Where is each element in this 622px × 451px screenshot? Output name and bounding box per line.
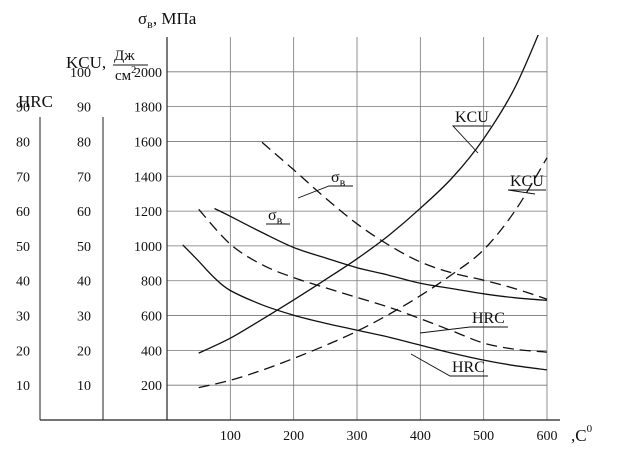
hrc-axis-title: HRC [18,92,53,111]
kcu-tick-label: 20 [77,344,91,359]
hrc-tick-label: 10 [16,379,30,394]
series-label: σв [268,207,283,227]
series-label: KCU [510,173,544,190]
series-line-в-solid [214,207,548,302]
series-line-kcu-solid [198,35,539,354]
x-tick-label: 600 [537,429,558,444]
hrc-tick-label: 70 [16,170,30,185]
hrc-tick-label: 90 [16,101,30,116]
kcu-tick-label: 70 [77,170,91,185]
series-line-в-dashed [261,141,548,300]
series-label: HRC [452,359,485,376]
series-label-leader [410,353,488,377]
axes [39,37,560,421]
sigma-tick-label: 1400 [134,170,162,185]
series-line-hrc-solid [182,244,548,371]
x-tick-label: 400 [410,429,431,444]
sigma-tick-label: 1600 [134,135,162,150]
kcu-tick-label: 60 [77,205,91,220]
hrc-tick-label: 50 [16,240,30,255]
hrc-tick-label: 20 [16,344,30,359]
kcu-axis-title: KCU, [66,53,106,72]
sigma-tick-label: 400 [141,344,162,359]
series-lines [182,35,548,389]
tick-labels: 100 200 300 400 500 600 200 400 600 800 1000 1200 14… [16,66,558,444]
sigma-tick-label: 1800 [134,101,162,116]
kcu-tick-label: 100 [70,66,91,81]
kcu-tick-label: 90 [77,101,91,116]
series-labels: KCU KCU σв σв HRC HRC [268,109,544,376]
series-label: HRC [472,310,505,327]
sigma-tick-label: 600 [141,310,162,325]
sigma-tick-label: 1200 [134,205,162,220]
series-label-leaders [266,125,546,377]
sigma-tick-label: 800 [141,275,162,290]
kcu-axis-unit-denominator: см2 [115,65,136,84]
series-label-leader [507,189,546,195]
sigma-tick-label: 2000 [134,66,162,81]
x-tick-label: 200 [283,429,304,444]
sigma-tick-label: 1000 [134,240,162,255]
x-tick-label: 300 [347,429,368,444]
grid [167,37,548,420]
hrc-tick-label: 80 [16,135,30,150]
series-label: σв [331,169,346,189]
hrc-tick-label: 40 [16,275,30,290]
kcu-tick-label: 10 [77,379,91,394]
series-label-leader [419,326,508,334]
series-line-kcu-dashed [198,157,548,389]
x-tick-label: 500 [473,429,494,444]
sigma-tick-label: 200 [141,379,162,394]
kcu-tick-label: 40 [77,275,91,290]
kcu-tick-label: 30 [77,310,91,325]
kcu-axis-unit-numerator: Дж [114,48,135,64]
hrc-tick-label: 60 [16,205,30,220]
kcu-tick-label: 50 [77,240,91,255]
series-label-leader [451,125,491,154]
sigma-axis-title: σв, МПа [138,9,197,31]
series-label-leader [297,185,353,199]
series-label: KCU [455,109,489,126]
x-axis-title: ,С0 [571,423,593,445]
x-tick-label: 100 [220,429,241,444]
hrc-tick-label: 30 [16,310,30,325]
kcu-tick-label: 80 [77,135,91,150]
